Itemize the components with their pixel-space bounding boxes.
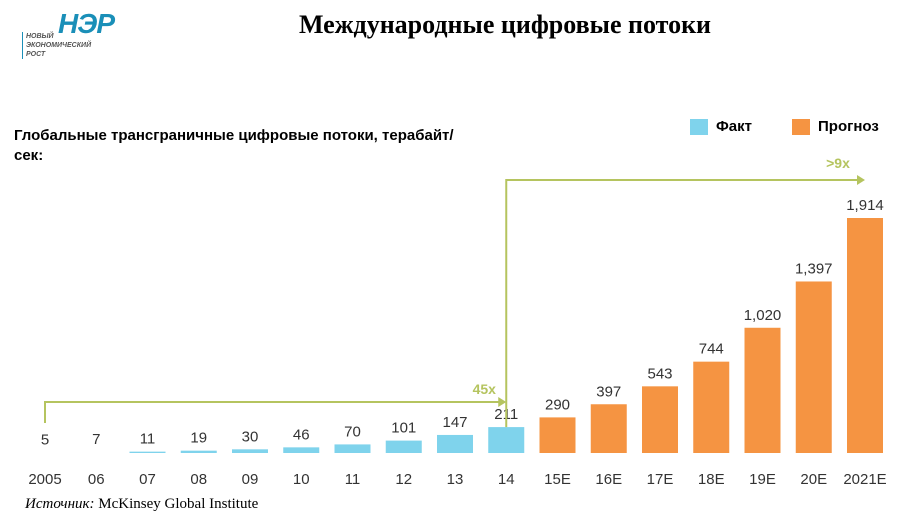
x-tick-label: 10 xyxy=(293,471,310,488)
bar xyxy=(78,452,114,453)
data-label: 397 xyxy=(596,383,621,400)
logo-line: РОСТ xyxy=(26,51,46,58)
legend-label: Прогноз xyxy=(818,118,879,135)
source-label: Источник: xyxy=(25,496,95,512)
x-tick-label: 19E xyxy=(749,471,776,488)
data-label: 11 xyxy=(140,431,156,448)
bar xyxy=(437,434,473,453)
x-tick-label: 09 xyxy=(242,471,259,488)
bar xyxy=(642,386,678,453)
logo: НЭР xyxy=(58,8,115,39)
bar xyxy=(693,361,730,453)
logo-subtitle: НОВЫЙ ЭКОНОМИЧЕСКИЙ РОСТ xyxy=(22,32,91,59)
bar xyxy=(539,417,576,453)
x-tick-label: 13 xyxy=(447,471,464,488)
bar xyxy=(129,451,166,453)
growth-arrow-line xyxy=(505,179,859,428)
source-text: McKinsey Global Institute xyxy=(94,496,259,512)
data-label: 1,020 xyxy=(744,307,782,324)
logo-line: НОВЫЙ xyxy=(26,33,54,40)
x-tick-label: 14 xyxy=(498,471,515,488)
data-label: 744 xyxy=(699,341,724,358)
data-label: 1,914 xyxy=(846,197,884,214)
x-tick-label: 06 xyxy=(88,471,105,488)
data-label: 290 xyxy=(545,396,570,413)
x-tick-label: 11 xyxy=(345,471,361,488)
data-label: 19 xyxy=(190,430,207,447)
legend-item-fact: Факт xyxy=(690,118,752,135)
legend-swatch xyxy=(690,118,708,135)
x-tick-label: 2005 xyxy=(28,471,61,488)
bar xyxy=(385,440,422,453)
bar xyxy=(180,450,217,453)
chart-title: Глобальные трансграничные цифровые поток… xyxy=(14,127,454,164)
x-tick-label: 16E xyxy=(595,471,622,488)
bar xyxy=(334,444,371,453)
data-label: 543 xyxy=(647,365,672,382)
x-tick-label: 20E xyxy=(800,471,827,488)
source-note: Источник: McKinsey Global Institute xyxy=(25,496,258,513)
data-label: 5 xyxy=(41,431,49,448)
logo-line: ЭКОНОМИЧЕСКИЙ xyxy=(26,42,92,49)
x-tick-label: 12 xyxy=(395,471,412,488)
data-label: 147 xyxy=(442,414,467,431)
x-tick-label: 07 xyxy=(139,471,156,488)
legend-label: Факт xyxy=(716,118,752,135)
bar xyxy=(232,449,268,453)
x-tick-label: 15E xyxy=(544,471,571,488)
x-tick-label: 18E xyxy=(698,471,725,488)
legend-swatch xyxy=(792,118,810,135)
data-label: 70 xyxy=(344,423,361,440)
growth-arrow-line xyxy=(44,401,501,423)
arrowhead-icon xyxy=(857,175,865,185)
bar xyxy=(488,427,525,453)
annotation-label: 45x xyxy=(473,381,497,397)
legend-item-forecast: Прогноз xyxy=(792,118,879,135)
data-label: 30 xyxy=(242,428,259,445)
data-label: 1,397 xyxy=(795,260,833,277)
data-label: 101 xyxy=(391,420,416,437)
x-tick-label: 2021E xyxy=(843,471,886,488)
bar xyxy=(847,218,883,453)
bar xyxy=(27,452,63,453)
arrowhead-icon xyxy=(498,397,507,407)
annotation-label: >9x xyxy=(826,155,850,171)
x-tick-label: 08 xyxy=(190,471,207,488)
data-label: 46 xyxy=(293,426,310,443)
bar xyxy=(744,327,781,453)
x-tick-label: 17E xyxy=(647,471,674,488)
page-title: Международные цифровые потоки xyxy=(298,10,712,39)
bar xyxy=(795,281,832,453)
bar xyxy=(283,447,320,453)
data-label: 7 xyxy=(92,431,100,448)
bar xyxy=(590,404,627,453)
